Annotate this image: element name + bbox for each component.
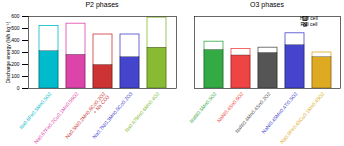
svg-text:NaNi0.5Mn0.5O2: NaNi0.5Mn0.5O2 bbox=[188, 90, 218, 124]
svg-text:Na0.5Ni0.2Mn0.6Co0.2O2+ Na CO3: Na0.5Ni0.2Mn0.6Co0.2O2+ Na CO3 bbox=[64, 90, 110, 142]
svg-text:Na0.67Fe0.2Cu0.1Mn0.56O2: Na0.67Fe0.2Cu0.1Mn0.56O2 bbox=[33, 90, 80, 144]
svg-text:400: 400 bbox=[11, 37, 20, 43]
svg-text:NaNi0.4Mn0.4Sn0.2O2: NaNi0.4Mn0.4Sn0.2O2 bbox=[233, 90, 272, 134]
svg-text:Full cell: Full cell bbox=[301, 21, 318, 27]
svg-text:Na0.9Fe0.45Cu0.1Mn0.45O2: Na0.9Fe0.45Cu0.1Mn0.45O2 bbox=[279, 90, 326, 144]
svg-text:Na0.6Fe0.5Mn0.5O2: Na0.6Fe0.5Mn0.5O2 bbox=[17, 90, 53, 131]
svg-text:Half cell: Half cell bbox=[300, 14, 318, 21]
svg-text:500: 500 bbox=[11, 25, 20, 31]
svg-text:NaNi0.45Mn0.4Ti0.5O2: NaNi0.45Mn0.4Ti0.5O2 bbox=[260, 90, 299, 135]
svg-text:300: 300 bbox=[11, 49, 20, 55]
svg-text:600: 600 bbox=[11, 13, 20, 19]
svg-text:200: 200 bbox=[11, 61, 20, 67]
svg-text:Discharge energy (Wh kg⁻¹): Discharge energy (Wh kg⁻¹) bbox=[5, 21, 11, 83]
html-text:O3 phases: O3 phases bbox=[250, 1, 284, 8]
html-text:P2 phases: P2 phases bbox=[85, 1, 119, 8]
svg-text:Na0.67Mn0.6Mn0.4O2: Na0.67Mn0.6Mn0.4O2 bbox=[123, 90, 160, 133]
svg-text:Na0.7Ni0.3Mn0.5Co0.2O3: Na0.7Ni0.3Mn0.5Co0.2O3 bbox=[91, 90, 134, 140]
svg-text:0: 0 bbox=[17, 85, 20, 91]
svg-text:NaNi0.4Sn0.6O2: NaNi0.4Sn0.6O2 bbox=[216, 90, 245, 123]
svg-text:100: 100 bbox=[11, 73, 20, 79]
